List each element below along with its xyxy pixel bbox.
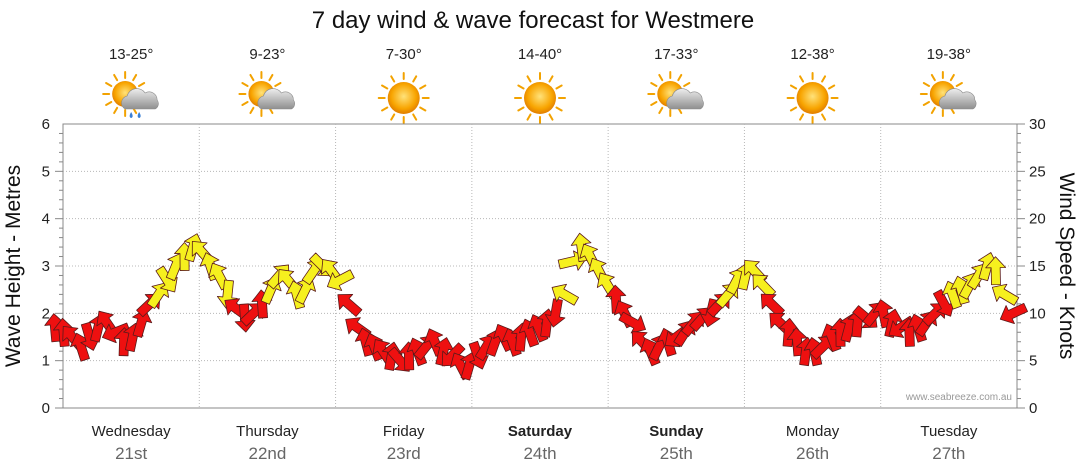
day-name: Friday [383, 423, 425, 440]
right-axis-label: 10 [1029, 305, 1046, 322]
day-date: 25th [660, 444, 693, 463]
wind-arrow [337, 293, 363, 317]
wind-arrow [778, 317, 800, 348]
day-date: 24th [523, 444, 556, 463]
day-name: Sunday [649, 423, 704, 440]
day-name: Wednesday [92, 423, 171, 440]
day-name: Monday [786, 423, 840, 440]
right-axis-label: 15 [1029, 258, 1046, 275]
wind-arrow [544, 298, 566, 328]
wind-arrow [985, 256, 1007, 286]
wind-arrow [991, 283, 1020, 306]
wind-arrow [618, 311, 646, 334]
wind-arrow [551, 283, 579, 306]
wind-arrows [44, 232, 1028, 381]
right-axis-label: 5 [1029, 353, 1037, 370]
right-axis-label: 20 [1029, 211, 1046, 228]
left-axis-label: 1 [42, 353, 50, 370]
y-axis-right-title: Wind Speed - Knots [1055, 173, 1078, 360]
y-axis-left-title: Wave Height - Metres [2, 165, 25, 367]
right-axis-label: 0 [1029, 400, 1037, 417]
wind-arrow [132, 308, 153, 338]
day-labels: Wednesday 21st Thursday 22nd Friday 23rd Satur… [92, 423, 978, 463]
weather-row: 13-25° 9-23° 7-30° 14-40° 17-33° 12-38° 19-38° [102, 46, 977, 124]
day-name: Thursday [236, 423, 299, 440]
wind-arrow [752, 274, 777, 299]
left-axis-label: 3 [42, 258, 50, 275]
day-date: 23rd [387, 444, 421, 463]
temperature-range: 7-30° [386, 46, 422, 63]
wind-arrow [932, 289, 955, 317]
day-date: 22nd [249, 444, 287, 463]
right-axis-label: 25 [1029, 163, 1046, 180]
day-date: 21st [115, 444, 147, 463]
left-axis-label: 6 [42, 116, 50, 133]
sun-cloud-icon [647, 71, 704, 117]
right-axis-label: 30 [1029, 116, 1046, 133]
credit-text: www.seabreeze.com.au [905, 392, 1012, 403]
day-date: 27th [932, 444, 965, 463]
left-axis-label: 5 [42, 163, 50, 180]
left-axis-label: 0 [42, 400, 50, 417]
right-axis: 0 5 10 15 20 25 30 [1017, 116, 1046, 417]
temperature-range: 9-23° [249, 46, 285, 63]
day-name: Saturday [508, 423, 573, 440]
wind-arrow [70, 332, 90, 362]
sun-icon [514, 72, 566, 124]
left-axis: 0 1 2 3 4 5 6 [42, 116, 63, 417]
left-axis-label: 2 [42, 305, 50, 322]
chart-title: 7 day wind & wave forecast for Westmere [312, 7, 754, 34]
temperature-range: 17-33° [654, 46, 698, 63]
day-name: Tuesday [920, 423, 977, 440]
temperature-range: 13-25° [109, 46, 153, 63]
temperature-range: 14-40° [518, 46, 562, 63]
temperature-range: 12-38° [790, 46, 834, 63]
sun-icon [786, 72, 839, 124]
wind-arrow [999, 302, 1028, 325]
sun-icon [377, 72, 430, 124]
day-date: 26th [796, 444, 829, 463]
temperature-range: 19-38° [927, 46, 971, 63]
left-axis-label: 4 [42, 211, 50, 228]
wind-arrow [326, 269, 355, 291]
sun-cloud-icon [238, 71, 295, 117]
wind-arrow [760, 293, 785, 318]
sun-cloud-rain-icon [102, 71, 159, 118]
sun-cloud-icon [919, 71, 977, 117]
